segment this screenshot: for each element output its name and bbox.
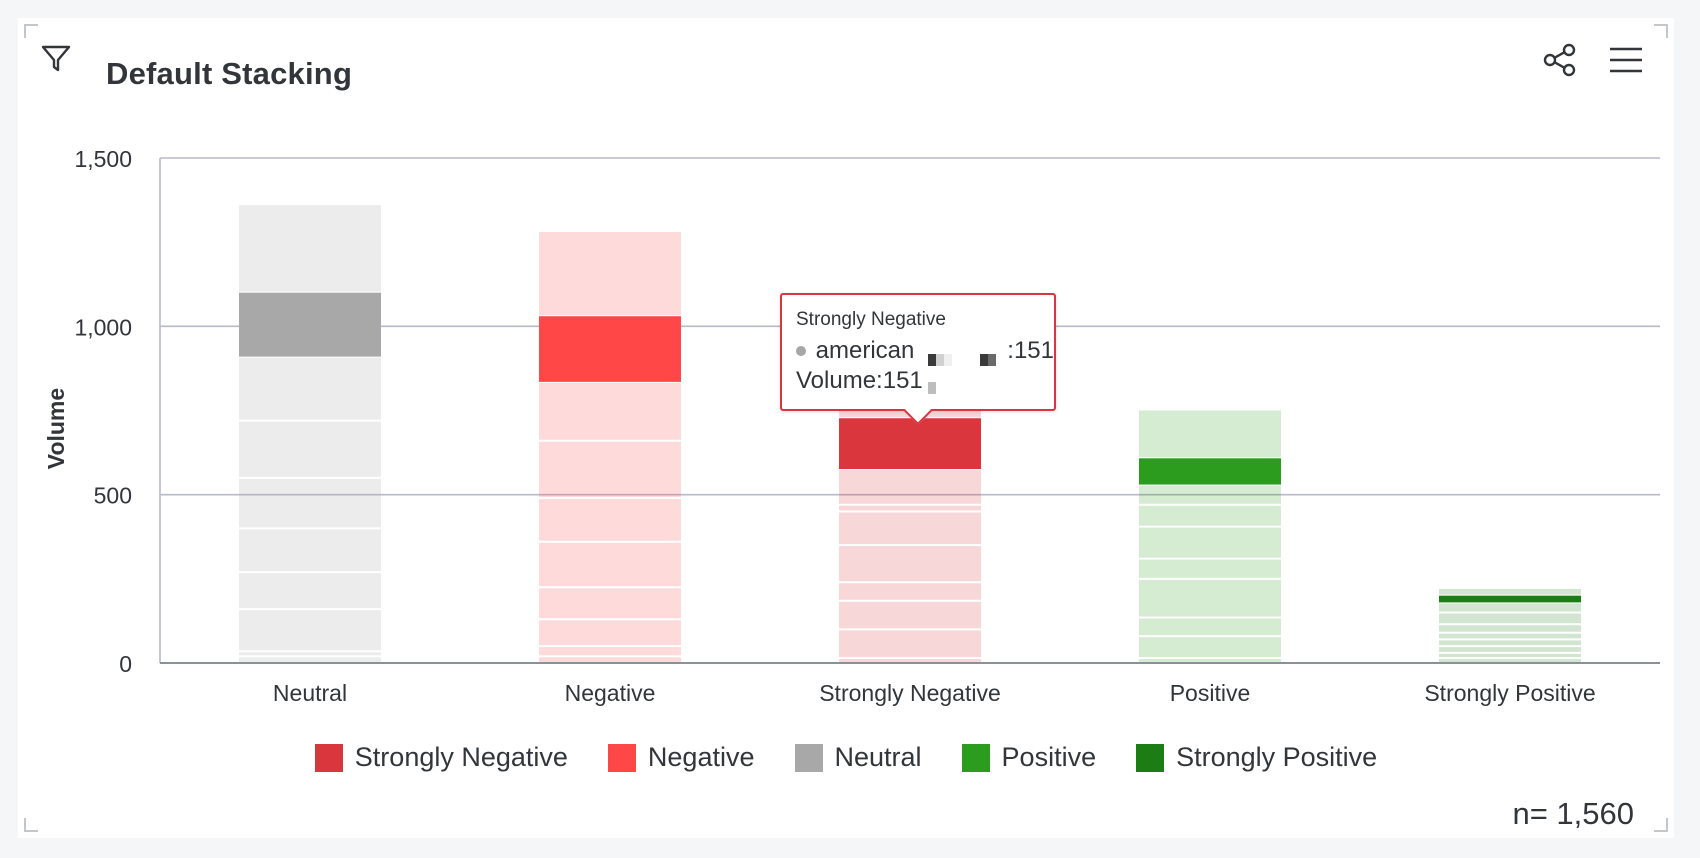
legend-item[interactable]: Negative (607, 742, 755, 773)
y-tick-label: 500 (94, 483, 132, 509)
resize-corner-bottom-left[interactable] (24, 818, 38, 832)
bar-highlight-segment (239, 292, 381, 357)
legend-swatch (607, 743, 636, 772)
chart-title: Default Stacking (106, 56, 353, 91)
redacted-text-icon (928, 345, 1001, 394)
legend-label: Strongly Positive (1176, 742, 1378, 772)
legend-item[interactable]: Positive (961, 742, 1097, 773)
x-tick-label: Negative (565, 680, 656, 706)
bar-highlight-segment (1439, 595, 1581, 603)
y-axis-title: Volume (43, 388, 69, 469)
bar-highlight-segment (539, 316, 681, 382)
stacked-bar-chart: 0 500 1,000 1,500 Volume Neutral Negative Stron… (43, 146, 1660, 706)
series-dot-icon (796, 346, 806, 356)
legend-label: Neutral (834, 742, 922, 772)
legend-swatch (961, 743, 990, 772)
legend-label: Negative (647, 742, 755, 772)
y-tick-label: 1,500 (74, 146, 132, 172)
x-tick-label: Strongly Positive (1424, 680, 1595, 706)
tooltip-title: Strongly Negative (796, 309, 946, 330)
card-header: Default Stacking (18, 18, 1674, 98)
filter-icon[interactable] (38, 40, 74, 76)
tooltip-series-value: :151 (1007, 337, 1054, 364)
x-tick-label: Neutral (273, 680, 347, 706)
chart-card: Default Stacking 0 500 1,000 1,500 Volume Neu… (18, 18, 1674, 838)
legend-item[interactable]: Neutral (794, 742, 922, 773)
resize-corner-bottom-right[interactable] (1654, 818, 1668, 832)
legend-swatch (314, 743, 343, 772)
legend-swatch (794, 743, 823, 772)
bar-background-positive (1139, 410, 1281, 663)
x-tick-label: Positive (1170, 680, 1251, 706)
bar-background-negative (539, 232, 681, 664)
bar-highlight-segment (1139, 458, 1281, 485)
tooltip-series-row: american :151 (796, 337, 1054, 394)
share-icon[interactable] (1540, 40, 1580, 80)
legend-label: Strongly Negative (354, 742, 568, 772)
resize-corner-top-right[interactable] (1654, 24, 1668, 38)
bar-tooltip: Strongly Negative american :151 Volume:1… (780, 293, 1056, 426)
bar-background-neutral (239, 205, 381, 663)
tooltip-volume: Volume:151 (796, 367, 923, 394)
legend-item[interactable]: Strongly Negative (314, 742, 568, 773)
y-tick-label: 1,000 (74, 314, 132, 340)
chart-legend: Strongly Negative Negative Neutral Positive… (18, 742, 1674, 773)
resize-corner-top-left[interactable] (24, 24, 38, 38)
sample-size-count: n= 1,560 (1512, 796, 1634, 831)
y-tick-label: 0 (119, 651, 132, 677)
legend-item[interactable]: Strongly Positive (1136, 742, 1377, 773)
x-tick-label: Strongly Negative (819, 680, 1001, 706)
hamburger-menu-icon[interactable] (1606, 40, 1646, 80)
legend-swatch (1136, 743, 1165, 772)
tooltip-series-name: american (815, 337, 915, 364)
legend-label: Positive (1001, 742, 1097, 772)
bar-highlight-segment (839, 418, 981, 470)
